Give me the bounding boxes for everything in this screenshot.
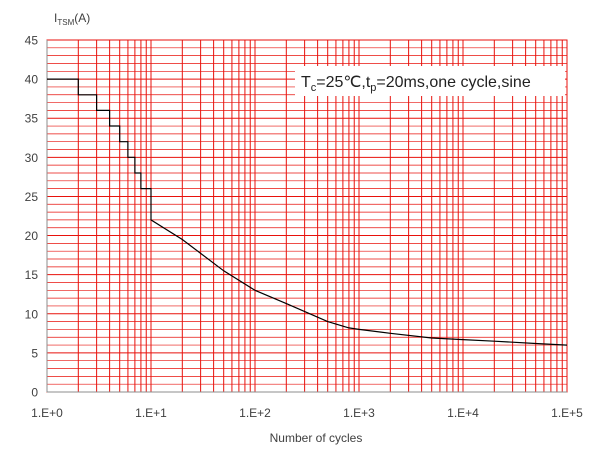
y-tick-label: 35	[25, 112, 39, 126]
x-tick-label: 1.E+1	[135, 406, 167, 420]
axes	[46, 40, 567, 393]
y-tick-label: 15	[25, 268, 39, 282]
y-tick-label: 45	[25, 34, 39, 48]
y-axis-title-sub: TSM	[57, 18, 74, 27]
x-tick-label: 1.E+3	[343, 406, 375, 420]
annotation-subscript: c	[311, 82, 317, 94]
y-axis-title: ITSM(A)	[54, 11, 90, 27]
annotation-text: =25℃,t	[316, 74, 371, 91]
x-tick-label: 1.E+5	[551, 406, 583, 420]
series-line	[47, 78, 568, 346]
series	[47, 78, 568, 346]
y-axis-title-main: I	[54, 11, 57, 25]
x-tick-label: 1.E+2	[239, 406, 271, 420]
y-axis-title-unit: (A)	[74, 11, 90, 25]
y-tick-label: 40	[25, 73, 39, 87]
y-tick-label: 25	[25, 190, 39, 204]
y-tick-label: 20	[25, 229, 39, 243]
y-tick-label: 5	[31, 346, 38, 360]
tick-labels: 0 5 10 15 20 25 30 35 40 45 1.E+0 1.E+1 1.E+2 1.E+3 1.…	[25, 34, 584, 421]
annotation-box	[295, 66, 565, 96]
annotation-subscript: p	[370, 82, 376, 94]
annotation-text: T	[301, 74, 311, 91]
condition-annotation: Tc=25℃,tp=20ms,one cycle,sine	[301, 74, 531, 94]
y-tick-label: 0	[31, 386, 38, 400]
x-tick-label: 1.E+0	[31, 406, 63, 420]
x-tick-label: 1.E+4	[447, 406, 479, 420]
x-axis-title: Number of cycles	[270, 431, 363, 445]
y-tick-label: 30	[25, 151, 39, 165]
y-tick-label: 10	[25, 307, 39, 321]
annotation-text: =20ms,one cycle,sine	[376, 74, 530, 91]
